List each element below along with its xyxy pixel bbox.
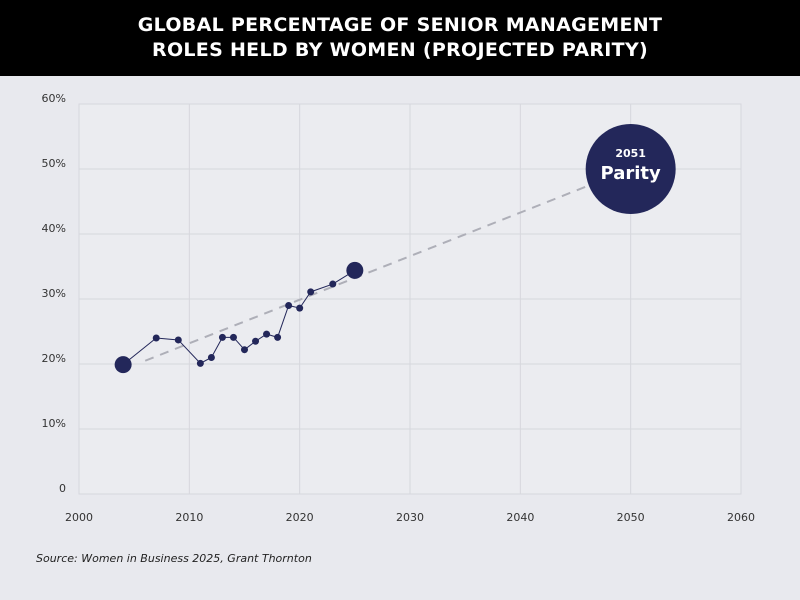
- data-point: [274, 333, 282, 341]
- data-point: [218, 333, 226, 341]
- x-tick-label: 2010: [175, 511, 203, 524]
- y-tick-label: 60%: [42, 92, 66, 105]
- y-tick-label: 50%: [42, 157, 66, 170]
- chart-header: GLOBAL PERCENTAGE OF SENIOR MANAGEMENT R…: [0, 0, 800, 76]
- data-point: [152, 334, 160, 342]
- data-point: [263, 330, 271, 338]
- y-tick-label: 0: [59, 482, 66, 495]
- data-point: [114, 356, 132, 374]
- y-tick-label: 40%: [42, 222, 66, 235]
- chart-plot: 2000 2010 2020 2030 2040 2050 2060 0 10% 20% 30% 40…: [42, 92, 755, 524]
- x-tick-label: 2020: [286, 511, 314, 524]
- data-point: [241, 346, 248, 354]
- x-tick-label: 2060: [727, 511, 755, 524]
- data-point: [285, 302, 293, 309]
- y-tick-label: 10%: [42, 417, 66, 430]
- data-point: [307, 288, 315, 296]
- parity-year-label: 2051: [615, 147, 646, 160]
- x-tick-label: 2000: [65, 511, 93, 524]
- parity-bubble: [585, 124, 676, 214]
- chart-title-line-2: ROLES HELD BY WOMEN (PROJECTED PARITY): [152, 39, 648, 61]
- y-tick-label: 20%: [42, 352, 66, 365]
- x-tick-label: 2040: [506, 511, 534, 524]
- data-point: [329, 280, 337, 288]
- parity-label: Parity: [601, 163, 662, 184]
- data-point: [174, 336, 182, 344]
- y-tick-label: 30%: [42, 287, 66, 300]
- data-point: [252, 337, 260, 345]
- data-point: [196, 359, 204, 367]
- data-point: [207, 354, 215, 361]
- data-point: [296, 304, 304, 312]
- series-line: [122, 269, 356, 366]
- data-point: [229, 333, 237, 341]
- x-tick-label: 2050: [617, 511, 645, 524]
- source-note: Source: Women in Business 2025, Grant Th…: [36, 552, 312, 565]
- x-tick-label: 2030: [396, 511, 424, 524]
- data-point: [346, 261, 364, 279]
- trend-line: [144, 168, 632, 362]
- chart-title-line-1: GLOBAL PERCENTAGE OF SENIOR MANAGEMENT: [137, 14, 663, 36]
